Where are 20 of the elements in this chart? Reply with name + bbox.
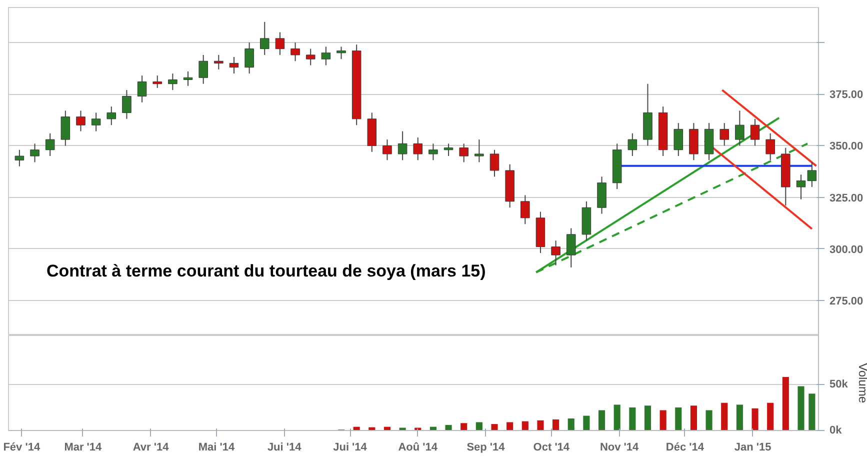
y-tick-label: 350.00 [830, 140, 864, 153]
x-tick-label: Oct '14 [533, 442, 570, 454]
x-tick-label: Mar '14 [64, 442, 103, 454]
x-tick-label: Aoû '14 [398, 442, 438, 454]
x-tick-label: Déc '14 [666, 442, 705, 454]
x-tick-label: Sep '14 [466, 442, 506, 454]
y-tick-label: 50k [830, 378, 849, 390]
y-tick-label: 275.00 [830, 295, 864, 308]
x-tick-label: Avr '14 [132, 442, 170, 454]
x-tick-label: Nov '14 [600, 442, 640, 454]
x-tick-label: Jui '14 [267, 442, 302, 454]
y-tick-label: 325.00 [830, 192, 864, 204]
x-tick-label: Jan '15 [734, 442, 772, 454]
y-tick-label: 300.00 [830, 244, 864, 256]
y-tick-label: 375.00 [830, 89, 864, 102]
x-tick-label: Fév '14 [3, 442, 41, 454]
x-tick-label: Jui '14 [333, 442, 368, 454]
text: Contrat à terme courant du tourteau de soya (mars 15) [46, 262, 486, 280]
x-tick-label: Mai '14 [198, 442, 236, 454]
y-tick-label: 0k [830, 424, 843, 436]
